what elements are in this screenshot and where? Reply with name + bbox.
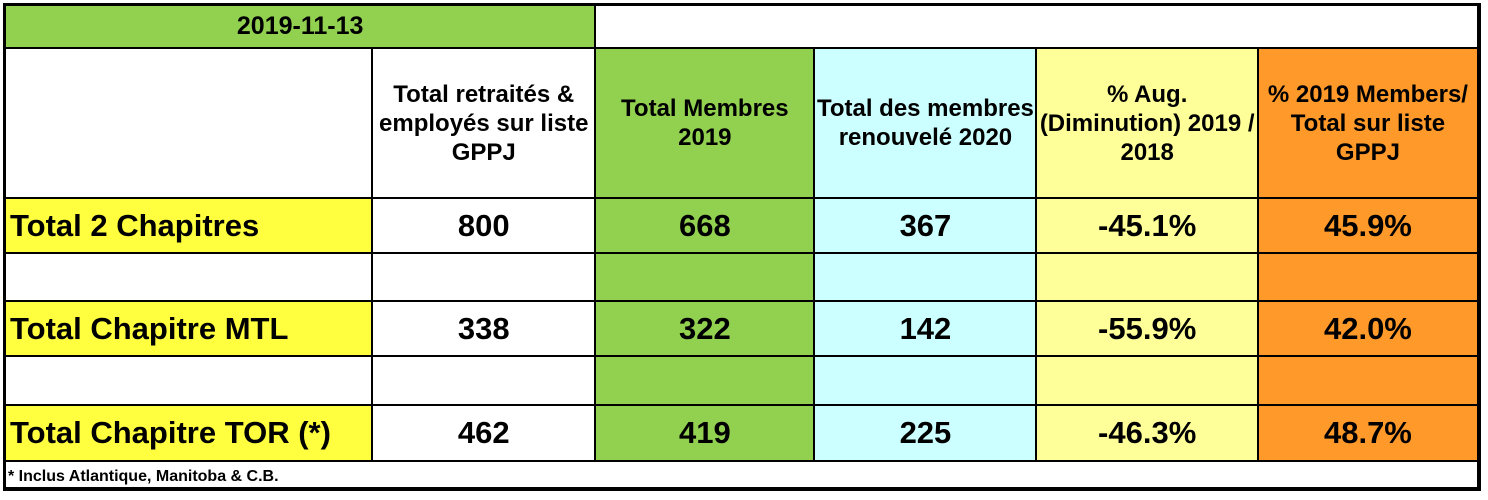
cell-aug: -55.9% bbox=[1035, 300, 1259, 357]
footnote-row: * Inclus Atlantique, Manitoba & C.B. bbox=[6, 460, 1477, 491]
spacer-row bbox=[6, 355, 1477, 406]
date-row: 2019-11-13 bbox=[6, 6, 1477, 49]
spacer-cell bbox=[371, 355, 597, 406]
cell-aug: -46.3% bbox=[1035, 404, 1259, 462]
header-row: Total retraités & employés sur liste GPP… bbox=[6, 47, 1477, 199]
footnote: * Inclus Atlantique, Manitoba & C.B. bbox=[6, 460, 1477, 491]
cell-renouvele-2020: 367 bbox=[813, 197, 1038, 254]
spacer-cell bbox=[6, 252, 374, 302]
header-empty bbox=[6, 47, 374, 199]
table-row: Total Chapitre MTL 338 322 142 -55.9% 42… bbox=[6, 300, 1477, 357]
spacer-row bbox=[6, 252, 1477, 302]
row-label: Total 2 Chapitres bbox=[6, 197, 374, 254]
cell-aug: -45.1% bbox=[1035, 197, 1259, 254]
cell-renouvele-2020: 225 bbox=[813, 404, 1038, 462]
row-label: Total Chapitre MTL bbox=[6, 300, 374, 357]
cell-pct: 42.0% bbox=[1256, 300, 1477, 357]
cell-renouvele-2020: 142 bbox=[813, 300, 1038, 357]
membership-table-frame: 2019-11-13 Total retraités & employés su… bbox=[3, 3, 1481, 491]
header-total-liste: Total retraités & employés sur liste GPP… bbox=[371, 47, 597, 199]
spacer-cell bbox=[594, 355, 816, 406]
row-label: Total Chapitre TOR (*) bbox=[6, 404, 374, 462]
table-row: Total Chapitre TOR (*) 462 419 225 -46.3… bbox=[6, 404, 1477, 462]
header-renouvele-2020: Total des membres renouvelé 2020 bbox=[813, 47, 1038, 199]
spacer-cell bbox=[1035, 355, 1259, 406]
cell-membres-2019: 322 bbox=[594, 300, 816, 357]
header-pct: % 2019 Members/ Total sur liste GPPJ bbox=[1256, 47, 1477, 199]
spacer-cell bbox=[1035, 252, 1259, 302]
cell-total-liste: 338 bbox=[371, 300, 597, 357]
membership-table: 2019-11-13 Total retraités & employés su… bbox=[6, 6, 1477, 491]
spacer-cell bbox=[6, 355, 374, 406]
header-aug: % Aug. (Diminution) 2019 / 2018 bbox=[1035, 47, 1259, 199]
spacer-cell bbox=[1256, 355, 1477, 406]
cell-total-liste: 462 bbox=[371, 404, 597, 462]
cell-membres-2019: 668 bbox=[594, 197, 816, 254]
spacer-cell bbox=[813, 355, 1038, 406]
spacer-cell bbox=[594, 252, 816, 302]
header-membres-2019: Total Membres 2019 bbox=[594, 47, 816, 199]
spacer-cell bbox=[813, 252, 1038, 302]
date-cell: 2019-11-13 bbox=[6, 6, 597, 49]
cell-membres-2019: 419 bbox=[594, 404, 816, 462]
table-row: Total 2 Chapitres 800 668 367 -45.1% 45.… bbox=[6, 197, 1477, 254]
cell-total-liste: 800 bbox=[371, 197, 597, 254]
spacer-cell bbox=[1256, 252, 1477, 302]
cell-pct: 48.7% bbox=[1256, 404, 1477, 462]
blank-cell bbox=[594, 6, 1477, 49]
spacer-cell bbox=[371, 252, 597, 302]
cell-pct: 45.9% bbox=[1256, 197, 1477, 254]
